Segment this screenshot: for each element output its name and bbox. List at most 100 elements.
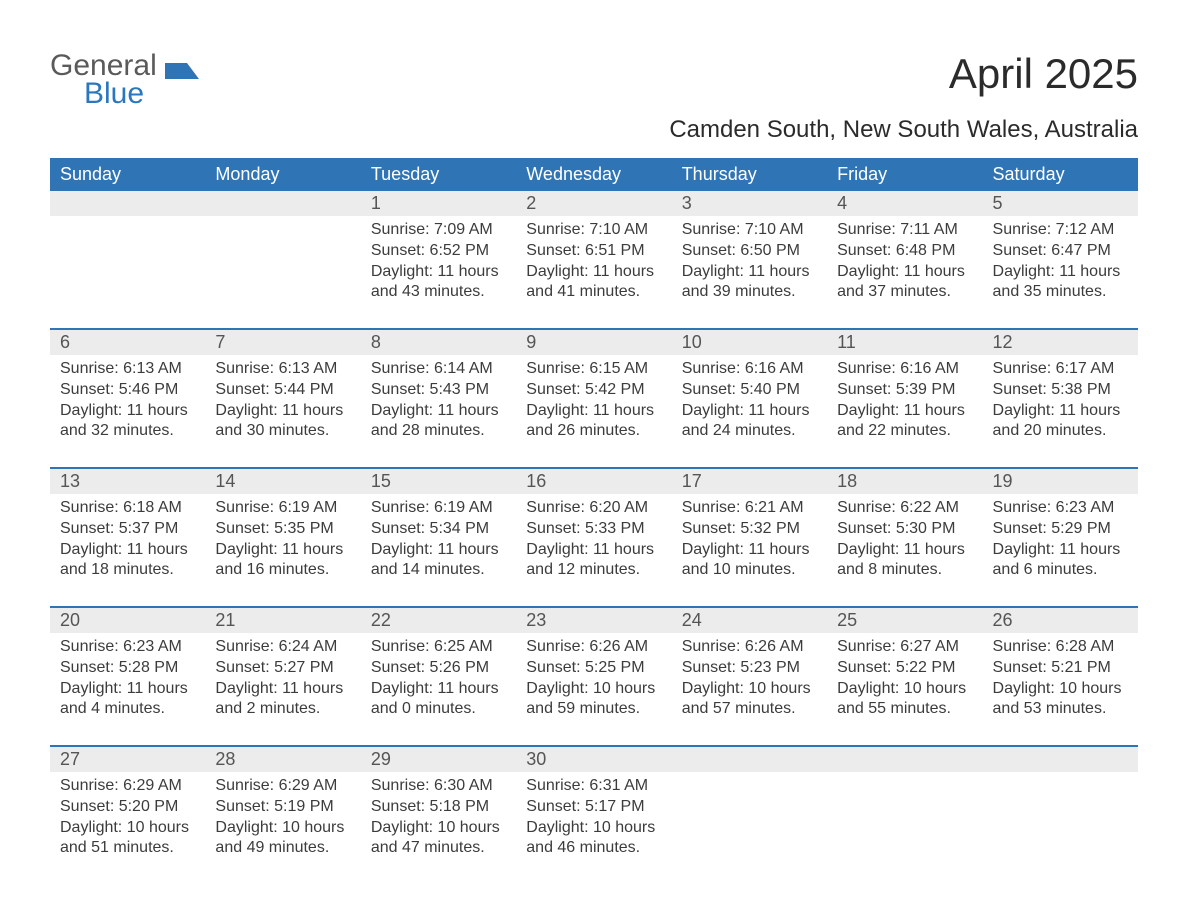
daylight-line-1: Daylight: 11 hours: [526, 540, 661, 561]
day-number: 11: [827, 330, 982, 355]
sunset-line: Sunset: 6:51 PM: [526, 241, 661, 262]
sunrise-line: Sunrise: 7:10 AM: [682, 220, 817, 241]
daylight-line-1: Daylight: 11 hours: [993, 540, 1128, 561]
daylight-line-2: and 12 minutes.: [526, 560, 661, 581]
sunset-line: Sunset: 5:46 PM: [60, 380, 195, 401]
daylight-line-1: Daylight: 11 hours: [371, 401, 506, 422]
day-cell: Sunrise: 7:12 AMSunset: 6:47 PMDaylight:…: [983, 216, 1138, 312]
sunrise-line: Sunrise: 6:16 AM: [682, 359, 817, 380]
day-cell: Sunrise: 6:29 AMSunset: 5:20 PMDaylight:…: [50, 772, 205, 868]
day-number: 7: [205, 330, 360, 355]
sunset-line: Sunset: 5:29 PM: [993, 519, 1128, 540]
daylight-line-2: and 22 minutes.: [837, 421, 972, 442]
dayhead-wed: Wednesday: [516, 158, 671, 191]
day-number: 18: [827, 469, 982, 494]
daylight-line-2: and 32 minutes.: [60, 421, 195, 442]
day-cell: Sunrise: 6:23 AMSunset: 5:28 PMDaylight:…: [50, 633, 205, 729]
day-cell: Sunrise: 7:10 AMSunset: 6:50 PMDaylight:…: [672, 216, 827, 312]
dayhead-mon: Monday: [205, 158, 360, 191]
daylight-line-2: and 57 minutes.: [682, 699, 817, 720]
day-number: 1: [361, 191, 516, 216]
day-number: 8: [361, 330, 516, 355]
sunrise-line: Sunrise: 6:25 AM: [371, 637, 506, 658]
day-cell: Sunrise: 6:30 AMSunset: 5:18 PMDaylight:…: [361, 772, 516, 868]
daylight-line-1: Daylight: 10 hours: [371, 818, 506, 839]
calendar: Sunday Monday Tuesday Wednesday Thursday…: [50, 158, 1138, 868]
sunset-line: Sunset: 5:37 PM: [60, 519, 195, 540]
sunrise-line: Sunrise: 6:19 AM: [215, 498, 350, 519]
month-title: April 2025: [669, 50, 1138, 98]
day-number: 9: [516, 330, 671, 355]
day-cell: Sunrise: 6:25 AMSunset: 5:26 PMDaylight:…: [361, 633, 516, 729]
day-cell: Sunrise: 6:19 AMSunset: 5:35 PMDaylight:…: [205, 494, 360, 590]
day-number: 29: [361, 747, 516, 772]
day-number: 22: [361, 608, 516, 633]
daynum-row: 20212223242526: [50, 608, 1138, 633]
sunset-line: Sunset: 5:38 PM: [993, 380, 1128, 401]
daylight-line-2: and 41 minutes.: [526, 282, 661, 303]
daylight-line-2: and 47 minutes.: [371, 838, 506, 859]
day-cell: [827, 772, 982, 868]
day-number: 27: [50, 747, 205, 772]
day-number: 24: [672, 608, 827, 633]
sunset-line: Sunset: 5:39 PM: [837, 380, 972, 401]
daylight-line-2: and 6 minutes.: [993, 560, 1128, 581]
day-cell: Sunrise: 6:18 AMSunset: 5:37 PMDaylight:…: [50, 494, 205, 590]
day-cell: Sunrise: 6:21 AMSunset: 5:32 PMDaylight:…: [672, 494, 827, 590]
sunset-line: Sunset: 5:23 PM: [682, 658, 817, 679]
sunrise-line: Sunrise: 6:16 AM: [837, 359, 972, 380]
week-row: 13141516171819Sunrise: 6:18 AMSunset: 5:…: [50, 467, 1138, 590]
daylight-line-2: and 39 minutes.: [682, 282, 817, 303]
day-cell: [983, 772, 1138, 868]
week-row: 12345Sunrise: 7:09 AMSunset: 6:52 PMDayl…: [50, 191, 1138, 312]
day-cell: [672, 772, 827, 868]
sunrise-line: Sunrise: 6:19 AM: [371, 498, 506, 519]
daylight-line-1: Daylight: 11 hours: [215, 540, 350, 561]
daylight-line-2: and 26 minutes.: [526, 421, 661, 442]
sunrise-line: Sunrise: 6:18 AM: [60, 498, 195, 519]
day-number: [827, 747, 982, 772]
sunrise-line: Sunrise: 6:22 AM: [837, 498, 972, 519]
sunset-line: Sunset: 5:43 PM: [371, 380, 506, 401]
sunrise-line: Sunrise: 6:29 AM: [60, 776, 195, 797]
sunset-line: Sunset: 5:28 PM: [60, 658, 195, 679]
daynum-row: 27282930: [50, 747, 1138, 772]
daylight-line-1: Daylight: 10 hours: [60, 818, 195, 839]
dayhead-sun: Sunday: [50, 158, 205, 191]
daylight-line-1: Daylight: 11 hours: [215, 401, 350, 422]
daylight-line-2: and 8 minutes.: [837, 560, 972, 581]
day-cell: Sunrise: 6:13 AMSunset: 5:46 PMDaylight:…: [50, 355, 205, 451]
sunrise-line: Sunrise: 6:23 AM: [60, 637, 195, 658]
day-cell: Sunrise: 6:24 AMSunset: 5:27 PMDaylight:…: [205, 633, 360, 729]
daylight-line-2: and 59 minutes.: [526, 699, 661, 720]
day-cell: Sunrise: 6:15 AMSunset: 5:42 PMDaylight:…: [516, 355, 671, 451]
day-number: 3: [672, 191, 827, 216]
daylight-line-2: and 10 minutes.: [682, 560, 817, 581]
day-number: 6: [50, 330, 205, 355]
day-number: [205, 191, 360, 216]
day-number: 12: [983, 330, 1138, 355]
day-number: 16: [516, 469, 671, 494]
day-number: 10: [672, 330, 827, 355]
daylight-line-1: Daylight: 11 hours: [837, 401, 972, 422]
day-cell: Sunrise: 7:09 AMSunset: 6:52 PMDaylight:…: [361, 216, 516, 312]
sunset-line: Sunset: 5:17 PM: [526, 797, 661, 818]
dayhead-fri: Friday: [827, 158, 982, 191]
daylight-line-2: and 55 minutes.: [837, 699, 972, 720]
daylight-line-2: and 14 minutes.: [371, 560, 506, 581]
day-number: 5: [983, 191, 1138, 216]
sunset-line: Sunset: 5:22 PM: [837, 658, 972, 679]
daylight-line-2: and 35 minutes.: [993, 282, 1128, 303]
daylight-line-2: and 49 minutes.: [215, 838, 350, 859]
daylight-line-2: and 16 minutes.: [215, 560, 350, 581]
sunrise-line: Sunrise: 6:27 AM: [837, 637, 972, 658]
sunset-line: Sunset: 5:34 PM: [371, 519, 506, 540]
day-number: 17: [672, 469, 827, 494]
sunset-line: Sunset: 5:33 PM: [526, 519, 661, 540]
daylight-line-1: Daylight: 11 hours: [993, 262, 1128, 283]
sunset-line: Sunset: 5:26 PM: [371, 658, 506, 679]
sunset-line: Sunset: 5:27 PM: [215, 658, 350, 679]
day-cell: Sunrise: 6:26 AMSunset: 5:25 PMDaylight:…: [516, 633, 671, 729]
day-number: [672, 747, 827, 772]
sunrise-line: Sunrise: 6:24 AM: [215, 637, 350, 658]
